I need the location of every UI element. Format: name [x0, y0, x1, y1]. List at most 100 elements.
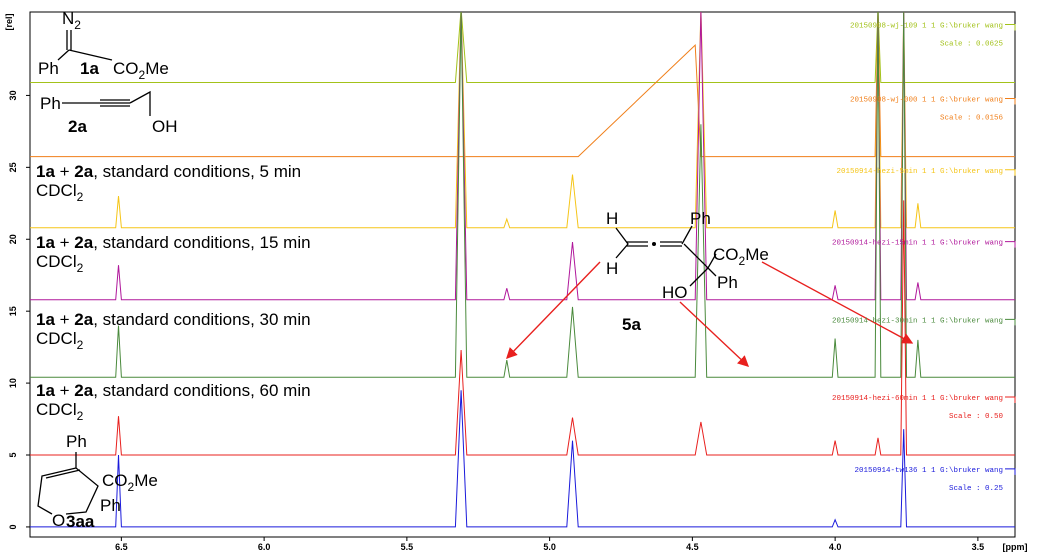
- atom: Ph: [717, 273, 738, 292]
- y-tick-label: 5: [8, 453, 18, 458]
- atom: H: [606, 209, 618, 228]
- plus: +: [55, 310, 74, 329]
- subscript: 2: [128, 480, 135, 494]
- atom-label: Me: [145, 59, 169, 78]
- atom: CO2Me: [113, 59, 169, 82]
- condition: , standard conditions, 15 min: [93, 233, 310, 252]
- condition: , standard conditions, 30 min: [93, 310, 310, 329]
- condition-text: 1a + 2a, standard conditions, 5 min: [36, 162, 301, 181]
- legend-bracket: [1005, 396, 1016, 404]
- condition: , standard conditions, 60 min: [93, 381, 310, 400]
- y-tick-label: 25: [8, 162, 18, 172]
- reagent: 2a: [74, 162, 93, 181]
- reagent: 1a: [36, 381, 55, 400]
- subscript: 2: [77, 261, 84, 275]
- y-tick-label: 20: [8, 234, 18, 244]
- bond: [615, 225, 717, 287]
- legend-bracket: [1005, 23, 1016, 31]
- y-tick-label: 0: [8, 524, 18, 529]
- x-tick-label: 6.0: [258, 542, 271, 552]
- y-tick-label: 30: [8, 90, 18, 100]
- x-tick-label: 4.5: [686, 542, 699, 552]
- solvent-name: CDCl: [36, 252, 77, 271]
- structure-3aa: Ph CO2Me Ph O 3aa: [37, 432, 158, 531]
- solvent-name: CDCl: [36, 400, 77, 419]
- y-tick-label: 10: [8, 378, 18, 388]
- legend-bracket: [1005, 169, 1016, 176]
- atom: CO2Me: [713, 245, 769, 268]
- legend-bracket: [1005, 468, 1016, 475]
- atom: Ph: [38, 59, 59, 78]
- x-axis-label: [ppm]: [1003, 542, 1028, 552]
- atom-label: Me: [134, 471, 158, 490]
- atom-label: CO: [102, 471, 128, 490]
- scale-label: Scale : 0.50: [949, 413, 1004, 421]
- scale-label: Scale : 0.0625: [940, 40, 1004, 48]
- subscript: 2: [77, 190, 84, 204]
- atom: CO2Me: [102, 471, 158, 494]
- plus: +: [55, 233, 74, 252]
- atom: OH: [152, 117, 178, 136]
- structure-2a: Ph 2a OH: [40, 90, 178, 136]
- legend-bracket: [1005, 98, 1016, 105]
- spectrum-line: [30, 12, 1015, 83]
- plus: +: [55, 162, 74, 181]
- spectrum-line: [30, 12, 1015, 378]
- bond: [62, 90, 151, 116]
- atom: Ph: [100, 496, 121, 515]
- scale-label: Scale : 0.0156: [940, 115, 1004, 123]
- plot-frame: [29, 11, 1016, 538]
- y-axis-label: [rel]: [4, 13, 14, 30]
- atom: HO: [662, 283, 688, 302]
- reagent: 1a: [36, 310, 55, 329]
- structure-1a: N2 Ph 1a CO2Me: [38, 9, 169, 82]
- x-tick-label: 5.0: [543, 542, 556, 552]
- scale-label: Scale : 0.25: [949, 485, 1004, 493]
- reagent: 1a: [36, 162, 55, 181]
- legend-label: 20150914-tw136 1 1 G:\bruker wang: [854, 467, 1003, 475]
- atom: Ph: [40, 94, 61, 113]
- legend-label: 20150914-hezi-5min 1 1 G:\bruker wang: [836, 168, 1003, 176]
- subscript: 2: [77, 409, 84, 423]
- solvent-name: CDCl: [36, 181, 77, 200]
- conditions: 1a + 2a, standard conditions, 5 minCDCl2…: [36, 162, 311, 423]
- x-tick-label: 6.5: [115, 542, 128, 552]
- condition-text: 1a + 2a, standard conditions, 15 min: [36, 233, 311, 252]
- condition-text: 1a + 2a, standard conditions, 60 min: [36, 381, 311, 400]
- atom: H: [606, 259, 618, 278]
- atom-label: CO: [113, 59, 139, 78]
- spectrum-line: [30, 390, 1015, 528]
- y-tick-label: 15: [8, 306, 18, 316]
- atom: Ph: [690, 209, 711, 228]
- arrow: [506, 261, 601, 360]
- x-tick-label: 3.5: [972, 542, 985, 552]
- solvent: CDCl2: [36, 252, 84, 275]
- plus: +: [55, 381, 74, 400]
- spectrum-line: [30, 12, 1015, 301]
- atom: Ph: [66, 432, 87, 451]
- atom-label: Me: [745, 245, 769, 264]
- legend-label: 20150914-hezi-30min 1 1 G:\bruker wang: [832, 317, 1003, 325]
- arrow: [761, 261, 914, 344]
- compound-label: 3aa: [66, 512, 95, 531]
- atom: O: [52, 511, 65, 530]
- reagent: 2a: [74, 310, 93, 329]
- spectrum-line: [30, 12, 1015, 229]
- allene-center: [652, 242, 656, 246]
- reagent: 2a: [74, 233, 93, 252]
- subscript: 2: [77, 338, 84, 352]
- reagent: 1a: [36, 233, 55, 252]
- atom: N2: [62, 9, 81, 32]
- condition: , standard conditions, 5 min: [93, 162, 301, 181]
- solvent-name: CDCl: [36, 329, 77, 348]
- reagent: 2a: [74, 381, 93, 400]
- bond: [37, 452, 99, 515]
- legend-label: 20150914-hezi-60min 1 1 G:\bruker wang: [832, 395, 1003, 403]
- atom-label: CO: [713, 245, 739, 264]
- legend-label: 20150908-wj-000 1 1 G:\bruker wang: [850, 97, 1003, 105]
- legend-bracket: [1005, 318, 1016, 326]
- solvent: CDCl2: [36, 181, 84, 204]
- subscript: 2: [739, 254, 746, 268]
- x-tick-label: 4.0: [829, 542, 842, 552]
